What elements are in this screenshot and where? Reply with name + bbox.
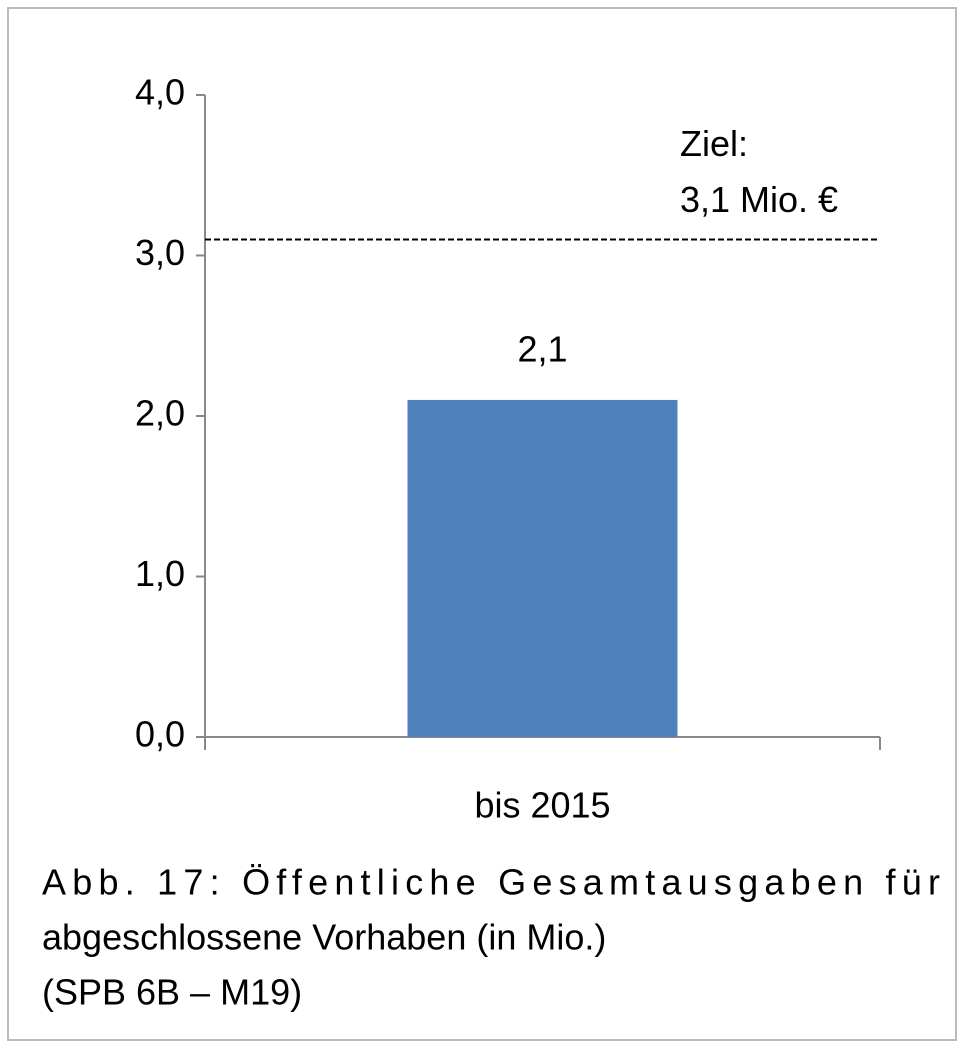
y-tick-label: 3,0 xyxy=(135,232,185,273)
y-tick-label: 2,0 xyxy=(135,393,185,434)
caption: Abb. 17: Öffentliche Gesamtausgaben für xyxy=(42,862,940,903)
y-tick-label: 0,0 xyxy=(135,714,185,755)
frame xyxy=(7,7,957,1041)
caption: (SPB 6B – M19) xyxy=(42,972,302,1013)
caption: abgeschlossene Vorhaben (in Mio.) xyxy=(42,917,606,958)
x-tick-label: bis 2015 xyxy=(474,785,610,826)
bar xyxy=(407,399,678,737)
y-tick-label: 1,0 xyxy=(135,553,185,594)
target-label: 3,1 Mio. € xyxy=(680,179,838,220)
target-label: Ziel: xyxy=(680,123,748,164)
y-tick-label: 4,0 xyxy=(135,72,185,113)
data-label: 2,1 xyxy=(517,328,567,369)
